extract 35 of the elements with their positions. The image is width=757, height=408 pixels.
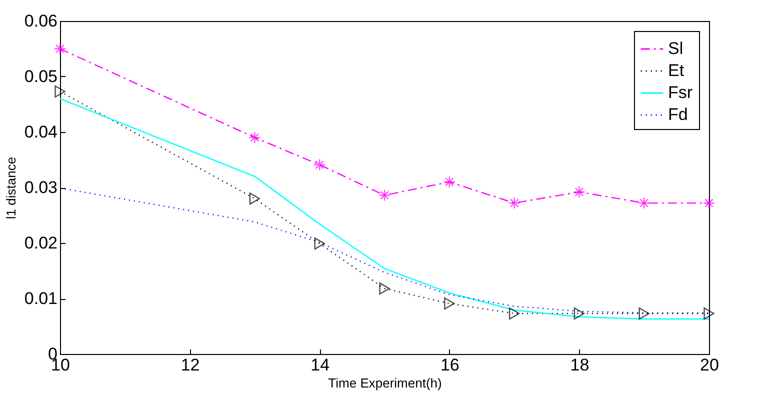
x-tick-label: 18 <box>570 356 590 374</box>
x-tick-label: 20 <box>700 356 719 374</box>
point <box>508 307 520 320</box>
point <box>314 237 325 250</box>
y-tick-label: 0.04 <box>24 122 58 142</box>
point <box>378 189 391 202</box>
point <box>379 282 390 295</box>
point <box>444 297 455 310</box>
legend-label: Et <box>668 61 684 80</box>
point <box>573 186 586 198</box>
point <box>508 196 520 210</box>
point <box>249 192 260 205</box>
point <box>638 307 650 320</box>
point <box>54 42 66 55</box>
y-tick-label: 0.01 <box>24 289 58 308</box>
x-axis-title: Time Experiment(h) <box>328 376 442 390</box>
y-tick-label: 0.03 <box>24 178 58 197</box>
point <box>443 176 456 188</box>
y-axis-title: l1 distance <box>3 156 18 220</box>
point <box>702 196 716 210</box>
point <box>54 85 66 98</box>
legend-label: Fd <box>668 105 688 124</box>
point <box>248 131 261 144</box>
legend-label: Fsr <box>668 83 693 102</box>
y-tick-label: 0.02 <box>24 234 58 252</box>
x-tick-label: 16 <box>440 356 460 374</box>
x-tick-label: 12 <box>180 356 200 374</box>
point <box>704 307 714 320</box>
point <box>638 196 650 210</box>
x-tick-label: 14 <box>310 356 330 374</box>
legend-label: Sl <box>668 39 684 58</box>
point <box>314 158 326 171</box>
y-tick-label: 0.06 <box>24 12 58 30</box>
y-tick-label: 0.05 <box>24 67 58 86</box>
point <box>574 307 585 320</box>
